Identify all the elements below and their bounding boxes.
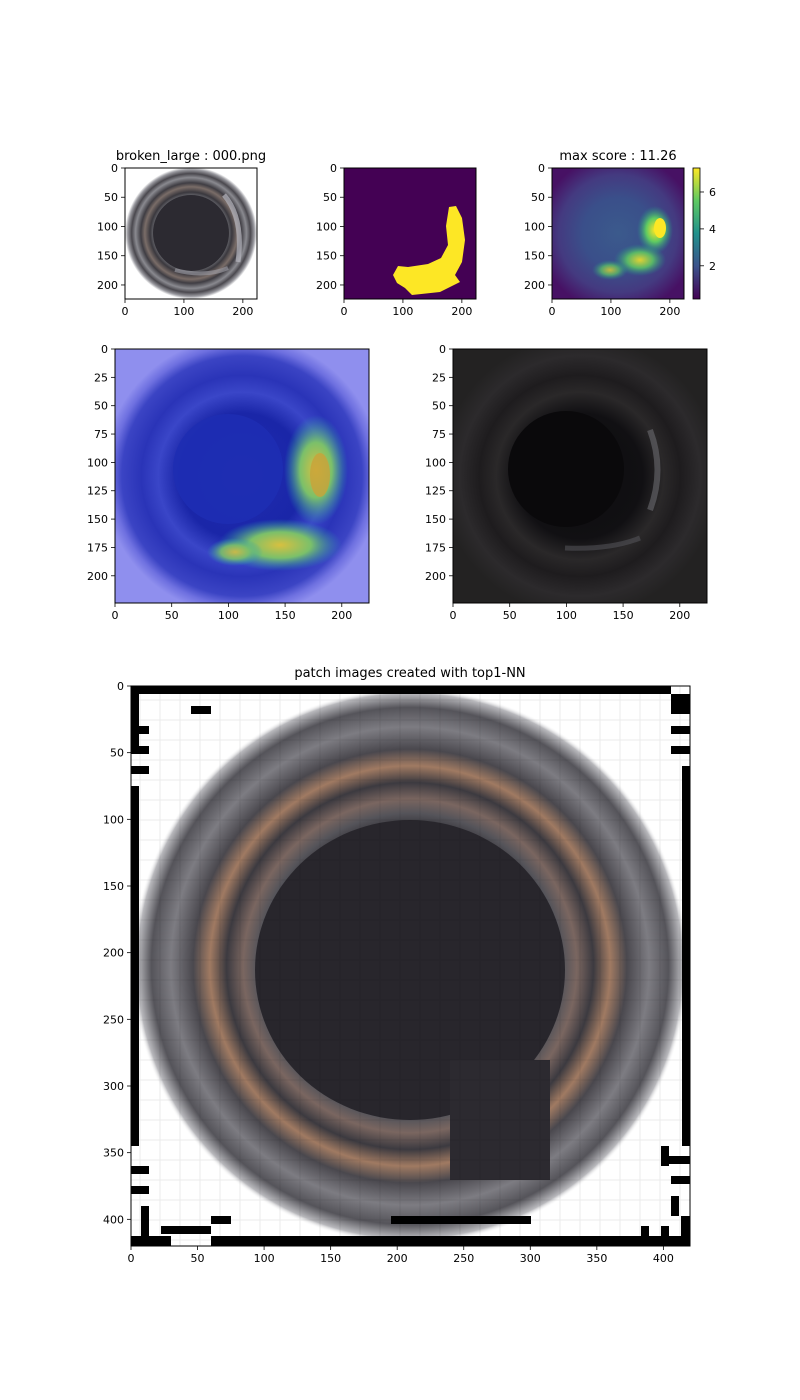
y-tick-label: 0 bbox=[538, 162, 545, 175]
y-tick-label: 100 bbox=[103, 813, 124, 826]
x-tick-label: 100 bbox=[392, 305, 413, 318]
colorbar-ticks: 2 4 6 bbox=[700, 186, 716, 273]
colorbar-tick-label: 6 bbox=[709, 186, 716, 199]
x-tick-label: 0 bbox=[549, 305, 556, 318]
y-tick-label: 125 bbox=[87, 485, 108, 498]
y-tick-label: 150 bbox=[87, 513, 108, 526]
x-tick-label: 300 bbox=[520, 1252, 541, 1265]
x-tick-label: 0 bbox=[122, 305, 129, 318]
x-tick-label: 0 bbox=[450, 609, 457, 622]
y-tick-label: 100 bbox=[97, 220, 118, 233]
y-tick-label: 0 bbox=[117, 680, 124, 693]
y-tick-label: 0 bbox=[330, 162, 337, 175]
y-tick-label: 200 bbox=[103, 947, 124, 960]
panel-source-image: broken_large : 000.png bbox=[116, 149, 266, 300]
y-tick-label: 50 bbox=[531, 191, 545, 204]
x-tick-label: 350 bbox=[586, 1252, 607, 1265]
y-tick-label: 150 bbox=[97, 250, 118, 263]
x-tick-label: 200 bbox=[659, 305, 680, 318]
y-tick-label: 400 bbox=[103, 1213, 124, 1226]
y-tick-label: 0 bbox=[111, 162, 118, 175]
axes-ticks: 0 100 200 0 50 100 150 200 0 100 200 0 50 100 150 200 0 1… bbox=[87, 162, 690, 1265]
x-tick-label: 200 bbox=[451, 305, 472, 318]
x-tick-label: 0 bbox=[112, 609, 119, 622]
y-tick-label: 175 bbox=[425, 541, 446, 554]
y-tick-label: 200 bbox=[87, 570, 108, 583]
x-tick-label: 50 bbox=[503, 609, 517, 622]
x-tick-label: 100 bbox=[600, 305, 621, 318]
y-tick-label: 50 bbox=[323, 191, 337, 204]
x-tick-label: 200 bbox=[669, 609, 690, 622]
y-tick-label: 0 bbox=[439, 343, 446, 356]
x-tick-label: 200 bbox=[387, 1252, 408, 1265]
y-tick-label: 50 bbox=[432, 400, 446, 413]
colorbar-tick-label: 2 bbox=[709, 260, 716, 273]
panel-title-mosaic: patch images created with top1-NN bbox=[294, 666, 525, 681]
y-tick-label: 75 bbox=[94, 428, 108, 441]
y-tick-label: 200 bbox=[425, 570, 446, 583]
x-tick-label: 100 bbox=[218, 609, 239, 622]
y-tick-label: 300 bbox=[103, 1080, 124, 1093]
panel-mask bbox=[343, 167, 477, 300]
y-tick-label: 200 bbox=[524, 279, 545, 292]
y-tick-label: 50 bbox=[94, 400, 108, 413]
y-tick-label: 200 bbox=[316, 279, 337, 292]
y-tick-label: 50 bbox=[110, 747, 124, 760]
y-tick-label: 25 bbox=[94, 371, 108, 384]
y-tick-label: 100 bbox=[425, 456, 446, 469]
x-tick-label: 150 bbox=[320, 1252, 341, 1265]
x-tick-label: 0 bbox=[341, 305, 348, 318]
y-tick-label: 150 bbox=[524, 250, 545, 263]
x-tick-label: 250 bbox=[453, 1252, 474, 1265]
x-tick-label: 100 bbox=[254, 1252, 275, 1265]
panel-mosaic: patch images created with top1-NN bbox=[130, 666, 691, 1247]
y-tick-label: 0 bbox=[101, 343, 108, 356]
colorbar-tick-label: 4 bbox=[709, 223, 716, 236]
x-tick-label: 100 bbox=[556, 609, 577, 622]
mask-defect-region bbox=[393, 206, 465, 295]
panel-dimmed bbox=[452, 348, 708, 604]
x-tick-label: 50 bbox=[191, 1252, 205, 1265]
y-tick-label: 100 bbox=[524, 220, 545, 233]
y-tick-label: 250 bbox=[103, 1013, 124, 1026]
x-tick-label: 50 bbox=[165, 609, 179, 622]
y-tick-label: 150 bbox=[103, 880, 124, 893]
y-tick-label: 175 bbox=[87, 541, 108, 554]
x-tick-label: 150 bbox=[613, 609, 634, 622]
colorbar bbox=[692, 167, 701, 300]
panel-score-map: max score : 11.26 2 4 6 bbox=[551, 149, 716, 300]
y-tick-label: 150 bbox=[425, 513, 446, 526]
y-tick-label: 150 bbox=[316, 250, 337, 263]
y-tick-label: 100 bbox=[316, 220, 337, 233]
x-tick-label: 400 bbox=[653, 1252, 674, 1265]
y-tick-label: 125 bbox=[425, 485, 446, 498]
x-tick-label: 150 bbox=[275, 609, 296, 622]
y-tick-label: 200 bbox=[97, 279, 118, 292]
x-tick-label: 200 bbox=[232, 305, 253, 318]
panel-title-source: broken_large : 000.png bbox=[116, 149, 266, 164]
panel-overlay bbox=[114, 348, 370, 604]
x-tick-label: 100 bbox=[173, 305, 194, 318]
y-tick-label: 75 bbox=[432, 428, 446, 441]
y-tick-label: 100 bbox=[87, 456, 108, 469]
x-tick-label: 0 bbox=[128, 1252, 135, 1265]
x-tick-label: 200 bbox=[331, 609, 352, 622]
panel-title-score: max score : 11.26 bbox=[559, 149, 676, 164]
y-tick-label: 50 bbox=[104, 191, 118, 204]
y-tick-label: 350 bbox=[103, 1147, 124, 1160]
y-tick-label: 25 bbox=[432, 371, 446, 384]
